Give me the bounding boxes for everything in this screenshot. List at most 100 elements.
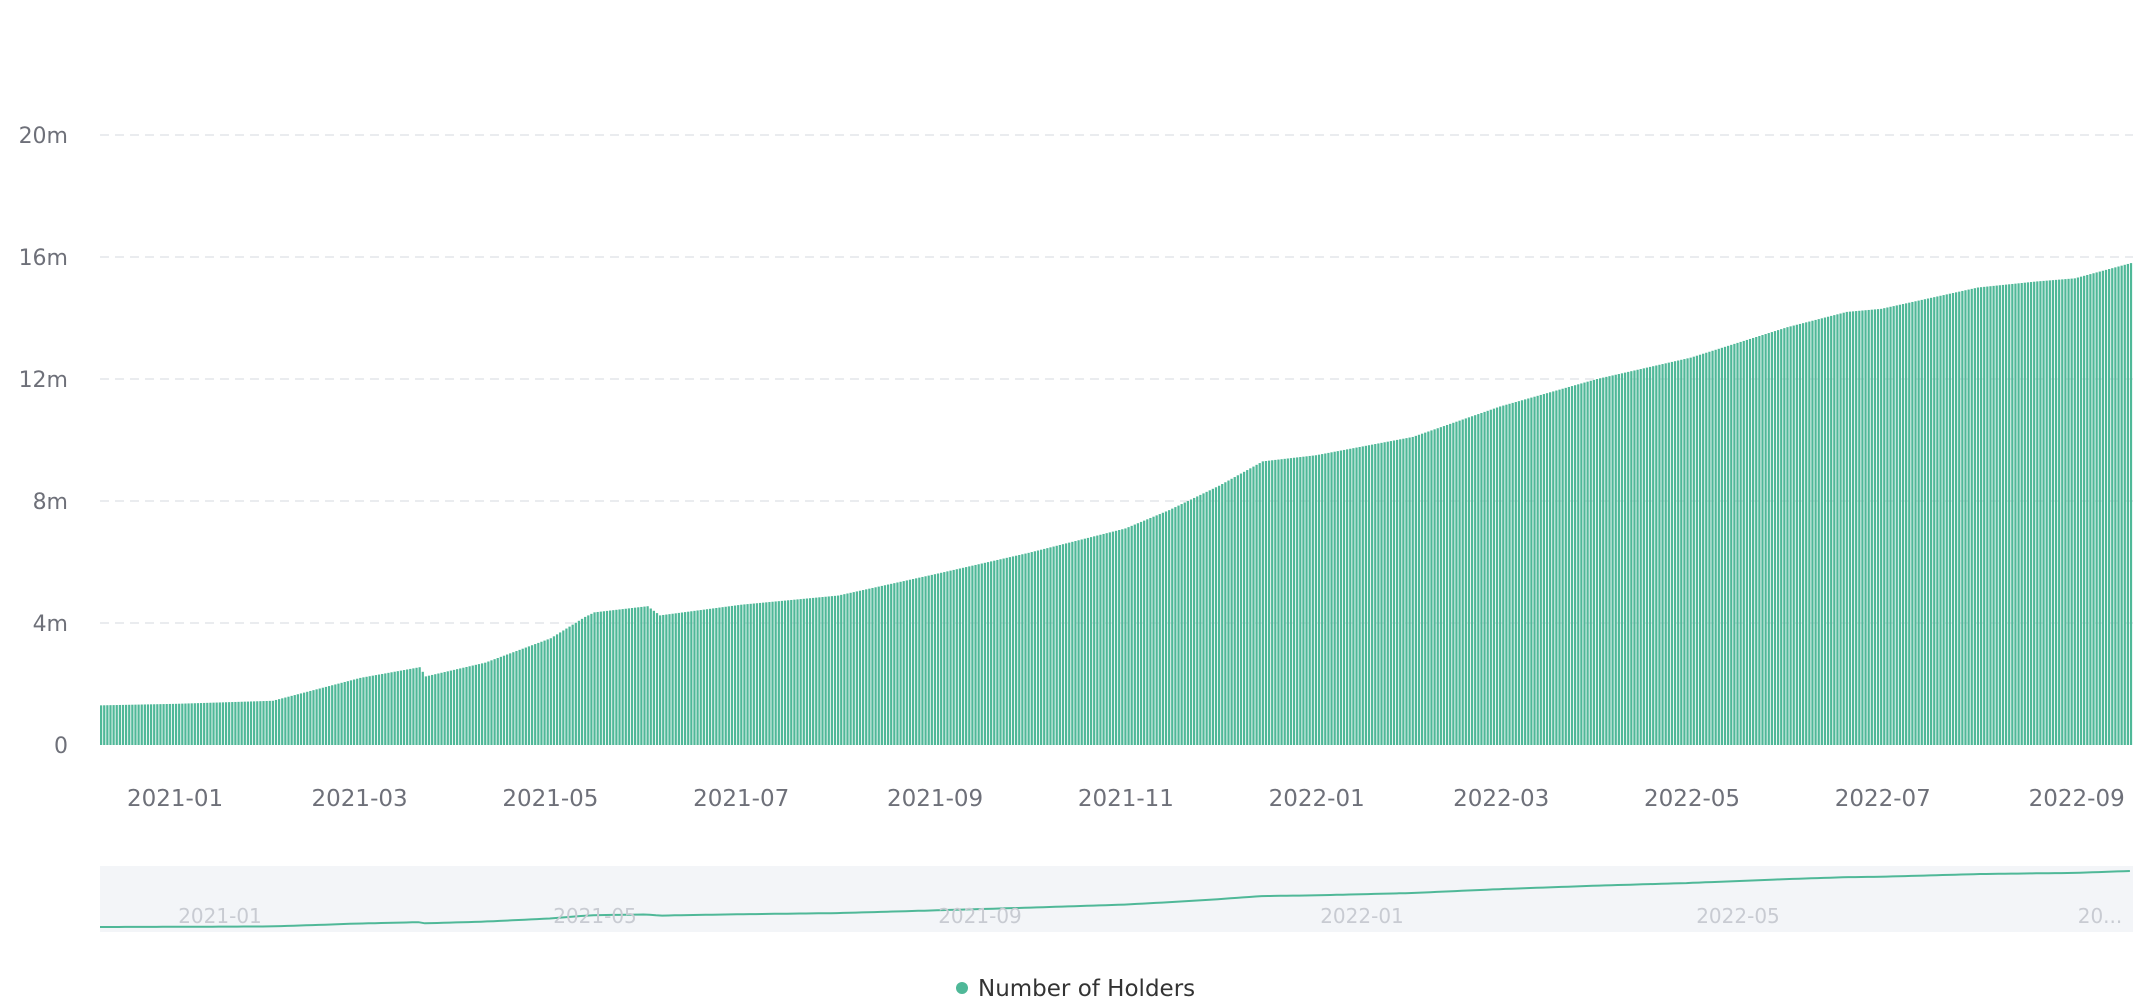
bar[interactable] (1873, 309, 1877, 745)
bar[interactable] (1264, 460, 1268, 745)
bar[interactable] (886, 584, 890, 745)
bar[interactable] (1208, 490, 1211, 745)
bar[interactable] (446, 671, 449, 745)
bar[interactable] (708, 608, 712, 745)
bar[interactable] (574, 622, 577, 745)
bar[interactable] (1673, 361, 1677, 745)
bar[interactable] (1442, 426, 1446, 745)
bar[interactable] (1283, 458, 1286, 745)
bar[interactable] (968, 566, 971, 745)
bar[interactable] (662, 614, 665, 745)
bar[interactable] (946, 571, 949, 745)
bar[interactable] (356, 678, 359, 745)
legend[interactable]: Number of Holders (956, 976, 1195, 1000)
bar[interactable] (1636, 369, 1639, 745)
bar[interactable] (637, 607, 640, 745)
bar[interactable] (2008, 284, 2011, 745)
bar[interactable] (496, 658, 499, 745)
bar[interactable] (1983, 286, 1986, 745)
bar[interactable] (1180, 504, 1183, 745)
bar[interactable] (1933, 297, 1936, 745)
bar[interactable] (1939, 295, 1942, 745)
bar[interactable] (1193, 497, 1196, 745)
bar[interactable] (1883, 308, 1886, 745)
bar[interactable] (1817, 319, 1820, 745)
bar[interactable] (228, 702, 231, 745)
bar[interactable] (1780, 329, 1783, 745)
bar[interactable] (1230, 478, 1233, 745)
bar[interactable] (281, 698, 284, 745)
bar[interactable] (865, 589, 868, 745)
bar[interactable] (221, 702, 225, 745)
bar[interactable] (168, 703, 171, 745)
bar[interactable] (293, 695, 296, 745)
bar[interactable] (2039, 281, 2042, 745)
bar[interactable] (837, 595, 840, 745)
bar[interactable] (359, 677, 362, 745)
bar[interactable] (777, 601, 780, 745)
bar[interactable] (1502, 405, 1505, 745)
bar[interactable] (1477, 414, 1480, 745)
bar[interactable] (331, 685, 334, 745)
bar[interactable] (905, 580, 908, 745)
bar[interactable] (683, 612, 687, 745)
bar[interactable] (1930, 297, 1933, 745)
bar[interactable] (1998, 285, 2001, 745)
bar[interactable] (1595, 379, 1599, 745)
bar[interactable] (268, 700, 271, 745)
bar[interactable] (933, 574, 937, 745)
bar[interactable] (2104, 269, 2108, 745)
bar[interactable] (1942, 295, 1945, 745)
bar[interactable] (1973, 288, 1976, 745)
bar[interactable] (1286, 458, 1289, 745)
bar[interactable] (1986, 286, 1989, 745)
bar[interactable] (1136, 523, 1140, 745)
bar[interactable] (1383, 442, 1386, 745)
bar[interactable] (1580, 383, 1583, 745)
bar[interactable] (1093, 536, 1096, 745)
bar[interactable] (1152, 516, 1155, 745)
bar[interactable] (649, 608, 652, 745)
bar[interactable] (196, 703, 200, 745)
bar[interactable] (162, 704, 165, 745)
bar[interactable] (468, 666, 471, 745)
bar[interactable] (2067, 278, 2070, 745)
bar[interactable] (1214, 487, 1218, 745)
bar[interactable] (940, 572, 943, 745)
bar[interactable] (1249, 468, 1252, 745)
bar[interactable] (1036, 550, 1040, 745)
bar[interactable] (1420, 433, 1424, 745)
bar[interactable] (334, 684, 337, 745)
bar[interactable] (1414, 435, 1417, 745)
bar[interactable] (1733, 343, 1736, 745)
bar[interactable] (1058, 544, 1061, 745)
bar[interactable] (1411, 436, 1414, 745)
bar[interactable] (1792, 325, 1795, 745)
bar[interactable] (240, 701, 243, 745)
bar[interactable] (1164, 511, 1168, 745)
bar[interactable] (727, 606, 730, 745)
bar[interactable] (699, 610, 702, 745)
bar[interactable] (1399, 439, 1402, 745)
bar[interactable] (1976, 287, 1980, 746)
bar[interactable] (1096, 535, 1099, 745)
bar[interactable] (652, 610, 655, 745)
bar[interactable] (740, 604, 743, 745)
bar[interactable] (755, 603, 759, 745)
bar[interactable] (2083, 275, 2086, 745)
bar[interactable] (1118, 530, 1121, 745)
bar[interactable] (178, 703, 181, 745)
bar[interactable] (1374, 444, 1377, 745)
bar[interactable] (1489, 409, 1492, 745)
bar[interactable] (1552, 391, 1555, 745)
bar[interactable] (1296, 457, 1299, 745)
bar[interactable] (634, 607, 637, 745)
bar[interactable] (565, 628, 568, 745)
bar[interactable] (943, 572, 946, 745)
bar[interactable] (1680, 359, 1683, 745)
bar[interactable] (2123, 264, 2126, 745)
bar[interactable] (1755, 336, 1758, 745)
bar[interactable] (2054, 279, 2058, 746)
bar[interactable] (602, 611, 606, 745)
bar[interactable] (1483, 411, 1486, 745)
